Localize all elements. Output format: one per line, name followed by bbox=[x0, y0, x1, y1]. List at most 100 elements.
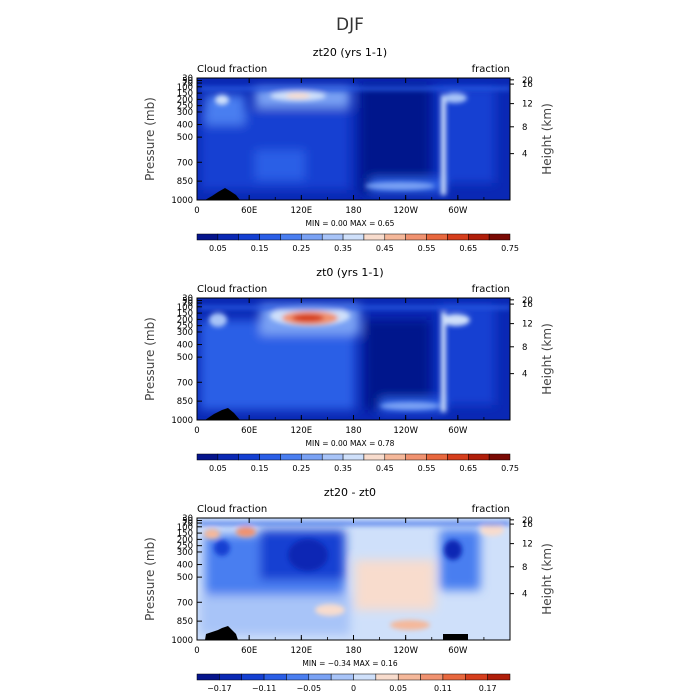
colorbar-swatch bbox=[488, 453, 511, 461]
colorbar-swatch bbox=[342, 233, 365, 241]
right-string: fraction bbox=[472, 64, 510, 75]
colorbar-swatch bbox=[217, 453, 239, 461]
colorbar-label: −0.05 bbox=[297, 684, 322, 693]
x-tick-label: 60W bbox=[448, 646, 468, 656]
y-tick-label: 250 bbox=[177, 322, 193, 332]
panel-3: zt20 - zt0 Cloud fraction fraction bbox=[143, 486, 554, 693]
y2-tick-label: 16 bbox=[522, 520, 533, 530]
colorbar-swatch bbox=[280, 453, 302, 461]
colorbar: 0.05 0.15 0.25 0.35 0.45 0.55 0.65 0.75 bbox=[196, 233, 519, 253]
x-tick-label: 120W bbox=[393, 206, 418, 216]
y-axis-label: Pressure (mb) bbox=[143, 317, 157, 401]
y2-tick-label: 20 bbox=[522, 296, 533, 306]
panel-title: zt0 (yrs 1-1) bbox=[316, 266, 383, 279]
colorbar-swatch bbox=[465, 673, 488, 681]
colorbar-label: 0.05 bbox=[209, 464, 227, 473]
y-tick-label: 200 bbox=[177, 535, 193, 545]
colorbar-label: 0.35 bbox=[334, 464, 352, 473]
y-tick-label: 100 bbox=[177, 303, 193, 313]
y-tick-label: 700 bbox=[177, 378, 193, 388]
y-tick-label: 50 bbox=[182, 77, 193, 87]
colorbar-swatch bbox=[259, 453, 281, 461]
y-tick-label: 400 bbox=[177, 341, 193, 351]
x-tick-label: 120W bbox=[393, 426, 418, 436]
colorbar: 0.05 0.15 0.25 0.35 0.45 0.55 0.65 0.75 bbox=[196, 453, 519, 473]
x-tick-label: 60W bbox=[448, 426, 468, 436]
y-tick-label: 300 bbox=[177, 108, 193, 118]
y-tick-label: 30 bbox=[182, 74, 193, 84]
colorbar-label: 0.55 bbox=[418, 464, 436, 473]
colorbar-swatch bbox=[363, 453, 386, 461]
x-tick-label: 120E bbox=[291, 206, 313, 216]
y-tick-label: 700 bbox=[177, 158, 193, 168]
figure-title: DJF bbox=[336, 15, 364, 35]
y-tick-label: 500 bbox=[177, 133, 193, 143]
colorbar-swatch bbox=[442, 673, 466, 681]
colorbar-label: −0.17 bbox=[207, 684, 232, 693]
y-tick-label: 200 bbox=[177, 315, 193, 325]
colorbar-swatch bbox=[301, 453, 323, 461]
y2-tick-label: 20 bbox=[522, 76, 533, 86]
x-tick-label: 120E bbox=[291, 646, 313, 656]
colorbar-label: 0.15 bbox=[251, 244, 269, 253]
colorbar-swatch bbox=[426, 453, 448, 461]
y2-tick-label: 16 bbox=[522, 80, 533, 90]
colorbar-swatch bbox=[263, 673, 287, 681]
colorbar-swatch bbox=[468, 453, 490, 461]
contour-field bbox=[197, 298, 510, 420]
y-axis-label: Pressure (mb) bbox=[143, 97, 157, 181]
left-string: Cloud fraction bbox=[197, 64, 267, 75]
colorbar-label: 0.65 bbox=[459, 464, 477, 473]
colorbar-swatch bbox=[196, 453, 219, 461]
colorbar-label: 0.15 bbox=[251, 464, 269, 473]
left-string: Cloud fraction bbox=[197, 504, 267, 515]
contour-field bbox=[197, 518, 510, 640]
x-tick-label: 180 bbox=[345, 646, 361, 656]
y-tick-label: 70 bbox=[182, 299, 193, 309]
y2-tick-label: 4 bbox=[522, 590, 527, 600]
colorbar-label: 0.75 bbox=[501, 244, 519, 253]
colorbar-swatch bbox=[487, 673, 511, 681]
colorbar-swatch bbox=[447, 233, 469, 241]
stats-text: MIN = 0.00 MAX = 0.65 bbox=[306, 219, 395, 228]
y2-tick-label: 12 bbox=[522, 540, 533, 550]
panel-title: zt20 (yrs 1-1) bbox=[313, 46, 387, 59]
colorbar: −0.17 −0.11 −0.05 0 0.05 0.11 0.17 bbox=[196, 673, 511, 693]
y-tick-label: 150 bbox=[177, 89, 193, 99]
colorbar-swatch bbox=[397, 673, 421, 681]
colorbar-swatch bbox=[420, 673, 444, 681]
stats-text: MIN = −0.34 MAX = 0.16 bbox=[302, 659, 397, 668]
y-tick-label: 400 bbox=[177, 121, 193, 131]
y-tick-label: 700 bbox=[177, 598, 193, 608]
y-tick-label: 30 bbox=[182, 294, 193, 304]
colorbar-swatch bbox=[468, 233, 490, 241]
colorbar-swatch bbox=[321, 233, 344, 241]
panel-1: zt20 (yrs 1-1) Cloud fraction fraction bbox=[143, 46, 554, 253]
y-tick-label: 70 bbox=[182, 79, 193, 89]
y-tick-label: 300 bbox=[177, 548, 193, 558]
y2-axis-label: Height (km) bbox=[540, 103, 554, 174]
colorbar-swatch bbox=[217, 233, 239, 241]
x-tick-label: 60E bbox=[241, 646, 257, 656]
y-tick-label: 850 bbox=[177, 617, 193, 627]
y-tick-label: 100 bbox=[177, 523, 193, 533]
y-tick-label: 30 bbox=[182, 514, 193, 524]
colorbar-swatch bbox=[375, 673, 399, 681]
colorbar-label: 0 bbox=[351, 684, 356, 693]
y2-tick-label: 12 bbox=[522, 100, 533, 110]
contour-field bbox=[197, 78, 510, 200]
colorbar-label: 0.05 bbox=[209, 244, 227, 253]
y-tick-label: 50 bbox=[182, 297, 193, 307]
colorbar-swatch bbox=[426, 233, 448, 241]
colorbar-swatch bbox=[488, 233, 511, 241]
colorbar-swatch bbox=[447, 453, 469, 461]
colorbar-swatch bbox=[353, 673, 377, 681]
colorbar-swatch bbox=[196, 233, 219, 241]
colorbar-swatch bbox=[238, 233, 260, 241]
colorbar-swatch bbox=[384, 453, 406, 461]
y-tick-label: 200 bbox=[177, 95, 193, 105]
x-tick-label: 60E bbox=[241, 206, 257, 216]
x-tick-label: 60E bbox=[241, 426, 257, 436]
